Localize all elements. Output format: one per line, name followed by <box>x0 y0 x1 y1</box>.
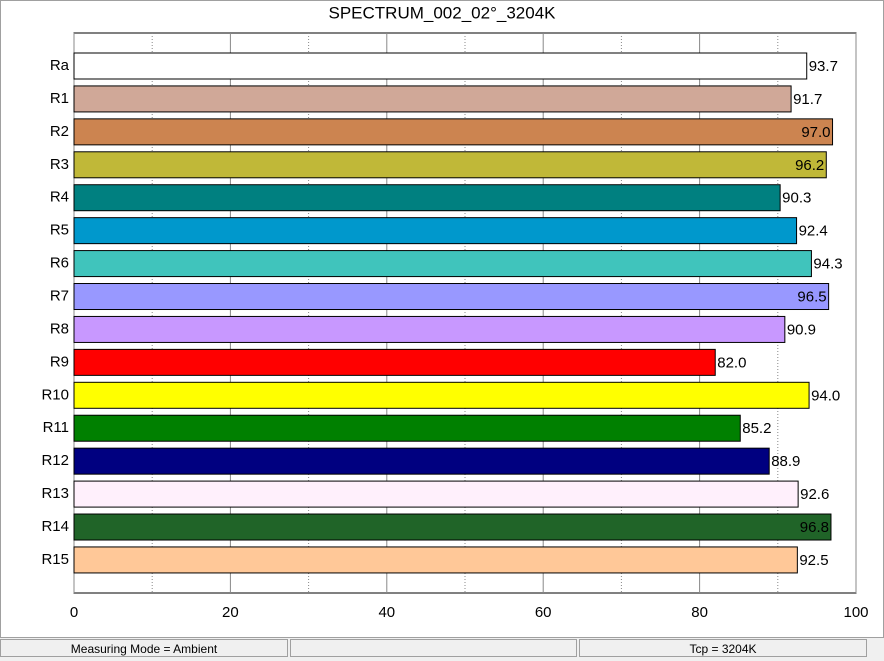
value-label: 90.9 <box>787 321 816 338</box>
chart: SPECTRUM_002_02°_3204K 0 20 40 60 80 100 Ra 93.… <box>0 0 884 638</box>
value-label: 94.3 <box>813 256 842 273</box>
y-tick-label: R1 <box>50 90 69 107</box>
y-tick-label: R5 <box>50 222 69 239</box>
value-label: 88.9 <box>771 453 800 470</box>
bar <box>73 381 810 409</box>
y-tick-label: R14 <box>41 518 69 535</box>
bar <box>73 348 716 376</box>
chart-title: SPECTRUM_002_02°_3204K <box>329 3 557 22</box>
x-tick-label: 100 <box>843 604 868 621</box>
value-label: 92.4 <box>799 223 828 240</box>
bar <box>73 118 834 146</box>
y-tick-label: R12 <box>41 452 69 469</box>
status-empty <box>290 639 577 657</box>
bar <box>73 513 832 541</box>
bar <box>73 250 812 278</box>
bar <box>73 283 830 311</box>
y-tick-label: R11 <box>43 419 69 436</box>
bar <box>73 315 786 343</box>
status-tcp: Tcp = 3204K <box>579 639 867 657</box>
value-label: 96.2 <box>795 157 824 174</box>
bar <box>73 184 781 212</box>
value-label: 91.7 <box>793 91 822 108</box>
value-label: 94.0 <box>811 387 840 404</box>
value-label: 85.2 <box>742 420 771 437</box>
bar <box>73 546 798 574</box>
x-tick-label: 80 <box>691 604 708 621</box>
x-tick-label: 20 <box>222 604 239 621</box>
value-label: 96.5 <box>797 288 826 305</box>
x-tick-label: 40 <box>378 604 395 621</box>
value-label: 93.7 <box>809 58 838 75</box>
y-tick-label: R13 <box>41 485 69 502</box>
y-tick-label: R10 <box>41 386 69 403</box>
value-label: 96.8 <box>800 519 829 536</box>
value-label: 90.3 <box>782 190 811 207</box>
y-tick-label: R7 <box>50 287 69 304</box>
bar <box>73 480 799 508</box>
bar <box>73 447 770 475</box>
bar <box>73 52 808 80</box>
y-tick-label: R8 <box>50 320 69 337</box>
y-tick-label: R6 <box>50 255 69 272</box>
value-label: 92.5 <box>799 552 828 569</box>
bar <box>73 414 741 442</box>
y-tick-label: R2 <box>50 123 69 140</box>
y-tick-label: R15 <box>41 551 69 568</box>
status-mode: Measuring Mode = Ambient <box>0 639 288 657</box>
y-tick-label: R4 <box>50 189 69 206</box>
x-tick-label: 0 <box>70 604 78 621</box>
x-tick-label: 60 <box>535 604 552 621</box>
value-label: 97.0 <box>801 124 830 141</box>
bar <box>73 217 798 245</box>
y-tick-label: Ra <box>50 57 70 74</box>
y-tick-label: R3 <box>50 156 69 173</box>
bar <box>73 151 827 179</box>
y-tick-label: R9 <box>50 353 69 370</box>
bar <box>73 85 792 113</box>
value-label: 92.6 <box>800 486 829 503</box>
value-label: 82.0 <box>717 354 746 371</box>
